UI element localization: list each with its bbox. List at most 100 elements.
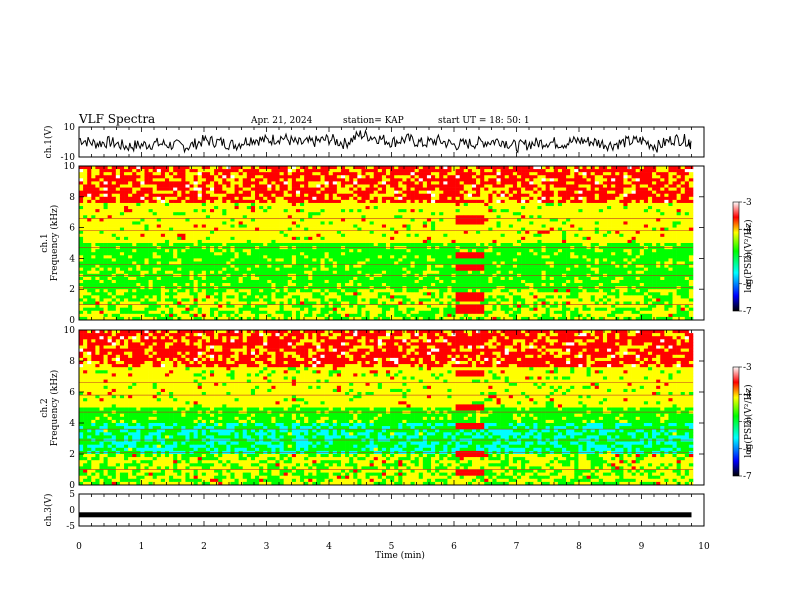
spectrogram-cell [148, 193, 153, 198]
spectrogram-cell [607, 175, 612, 179]
spectrogram-cell [160, 172, 166, 176]
spectrogram-cell [426, 169, 432, 173]
spectrogram-cell [586, 230, 591, 235]
spectrogram-cell [250, 227, 256, 231]
spectrogram-cell [553, 184, 559, 188]
spectrogram-cell [431, 233, 436, 238]
spectrogram-cell [680, 249, 686, 253]
spectrogram-cell [553, 239, 559, 244]
spectrogram-cell [676, 209, 682, 213]
spectrogram-cell [619, 261, 624, 265]
spectrogram-cell [83, 218, 88, 222]
spectrogram-cell [373, 221, 379, 225]
spectrogram-cell [152, 255, 158, 259]
spectrogram-cell [656, 252, 661, 256]
spectrogram-cell [676, 169, 682, 173]
spectrogram-cell [471, 221, 477, 225]
spectrogram-cell [422, 224, 428, 228]
spectrogram-cell [406, 252, 411, 256]
spectrogram-cell [455, 239, 460, 244]
spectrogram-cell [177, 249, 182, 253]
spectrogram-cell [463, 206, 469, 210]
spectrogram-cell [676, 212, 682, 216]
spectrogram-cell [177, 181, 182, 185]
spectrogram-cell [83, 181, 88, 185]
spectrogram-cell [259, 181, 264, 185]
spectrogram-cell [283, 193, 289, 198]
spectrogram-cell [394, 221, 399, 225]
spectrogram-cell [471, 206, 477, 210]
spectrogram-cell [586, 184, 591, 188]
spectrogram-cell [504, 199, 510, 204]
spectrogram-cell [488, 230, 493, 235]
spectrogram-cell [177, 252, 182, 256]
spectrogram-cell [656, 193, 661, 198]
spectrogram-cell [566, 196, 571, 201]
spectrogram-cell [263, 261, 268, 265]
spectrogram-cell [373, 184, 379, 188]
spectrogram-cell [242, 233, 248, 238]
spectrogram-cell [111, 258, 117, 262]
spectrogram-cell [340, 169, 346, 173]
spectrogram-cell [357, 190, 362, 195]
spectrogram-cell [688, 224, 694, 228]
spectrogram-cell [365, 215, 370, 219]
spectrogram-cell [152, 227, 158, 231]
spectrogram-cell [295, 227, 301, 231]
spectrogram-cell [156, 181, 162, 185]
spectrogram-cell [119, 230, 125, 235]
spectrogram-cell [275, 190, 280, 195]
spectrogram-cell [590, 212, 596, 216]
spectrogram-cell [238, 169, 244, 173]
spectrogram-cell [103, 181, 108, 185]
spectrogram-cell [500, 187, 505, 191]
spectrogram-cell [398, 261, 403, 265]
spectrogram-cell [471, 249, 477, 253]
spectrogram-cell [557, 196, 563, 201]
spectrogram-cell [627, 233, 632, 238]
spectrogram-cell [582, 261, 587, 265]
spectrogram-cell [394, 258, 399, 262]
spectrogram-cell [623, 227, 628, 231]
spectrogram-cell [148, 230, 153, 235]
spectrogram-cell [181, 261, 186, 265]
spectrogram-cell [500, 196, 505, 201]
spectrogram-cell [664, 184, 669, 188]
spectrogram-cell [447, 252, 452, 256]
spectrogram-cell [140, 233, 145, 238]
spectrogram-cell [353, 190, 358, 195]
spectrogram-cell [623, 230, 628, 235]
spectrogram-cell [263, 252, 268, 256]
spectrogram-cell [279, 258, 284, 262]
spectrogram-cell [602, 227, 608, 231]
spectrogram-cell [488, 187, 493, 191]
spectrogram-cell [214, 239, 219, 244]
spectrogram-cell [369, 181, 375, 185]
spectrogram-cell [553, 212, 559, 216]
spectrogram-cell [365, 258, 370, 262]
spectrogram-cell [369, 193, 375, 198]
spectrogram-cell [218, 221, 223, 225]
spectrogram-cell [369, 166, 375, 170]
spectrogram-cell [312, 218, 317, 222]
spectrogram-cell [214, 224, 219, 228]
spectrogram-cell [201, 264, 207, 268]
spectrogram-cell [578, 206, 583, 210]
spectrogram-cell [283, 169, 289, 173]
spectrogram-cell [484, 184, 489, 188]
spectrogram-cell [312, 206, 317, 210]
spectrogram-cell [275, 187, 280, 191]
spectrogram-cell [529, 199, 534, 204]
spectrogram-cell [336, 193, 342, 198]
spectrogram-cell [463, 236, 469, 241]
spectrogram-cell [140, 218, 145, 222]
spectrogram-cell [144, 178, 149, 182]
spectrogram-cell [590, 181, 596, 185]
spectrogram-cell [508, 227, 514, 231]
spectrogram-cell [201, 236, 207, 241]
spectrogram-cell [255, 209, 260, 213]
spectrogram-cell [275, 243, 280, 247]
spectrogram-cell [132, 239, 137, 244]
spectrogram-cell [328, 236, 334, 241]
spectrogram-cell [525, 227, 530, 231]
